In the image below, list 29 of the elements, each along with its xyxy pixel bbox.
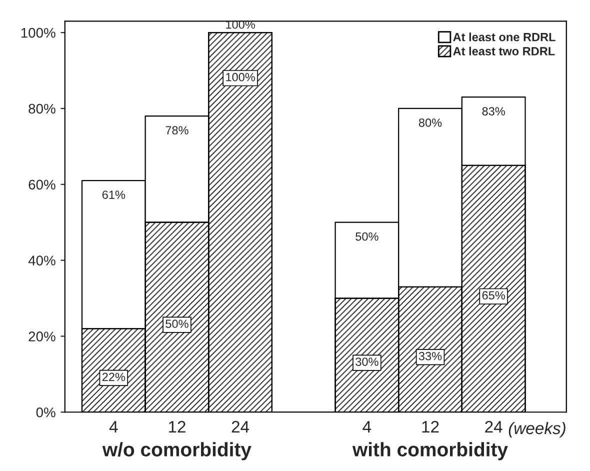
y-tick-label: 100% xyxy=(21,28,56,38)
y-tick-label: 40% xyxy=(28,256,56,266)
x-tick-label: 4 xyxy=(109,421,118,433)
legend-label: At least two RDRL xyxy=(453,46,555,56)
total-label: 80% xyxy=(418,118,442,127)
data-label: 33% xyxy=(418,352,442,360)
text: with comorbidity xyxy=(352,442,508,460)
total-label: 78% xyxy=(166,126,188,134)
y-tick-label: 0% xyxy=(36,407,56,418)
data-label: 30% xyxy=(356,358,378,366)
y-tick-label: 20% xyxy=(28,332,56,342)
x-tick-label: 12 xyxy=(168,420,186,433)
legend-label: At least one RDRL xyxy=(453,32,556,42)
x-tick-label: 4 xyxy=(362,421,372,433)
total-label: 61% xyxy=(102,190,126,199)
data-label: 100% xyxy=(226,72,255,82)
y-tick-label: 80% xyxy=(28,104,56,114)
data-label: 50% xyxy=(166,320,188,328)
text: w/o comorbidity xyxy=(102,442,252,460)
x-tick-label: 12 xyxy=(422,420,439,433)
x-tick-label: 24 xyxy=(232,420,250,433)
text: (weeks) xyxy=(508,422,566,438)
x-tick-label: 24 xyxy=(485,420,502,433)
total-label: 100% xyxy=(226,20,255,29)
data-label: 22% xyxy=(102,372,126,382)
y-tick-label: 60% xyxy=(28,180,56,190)
data-label: 65% xyxy=(482,291,505,300)
total-label: 83% xyxy=(482,107,505,116)
total-label: 50% xyxy=(356,232,378,241)
